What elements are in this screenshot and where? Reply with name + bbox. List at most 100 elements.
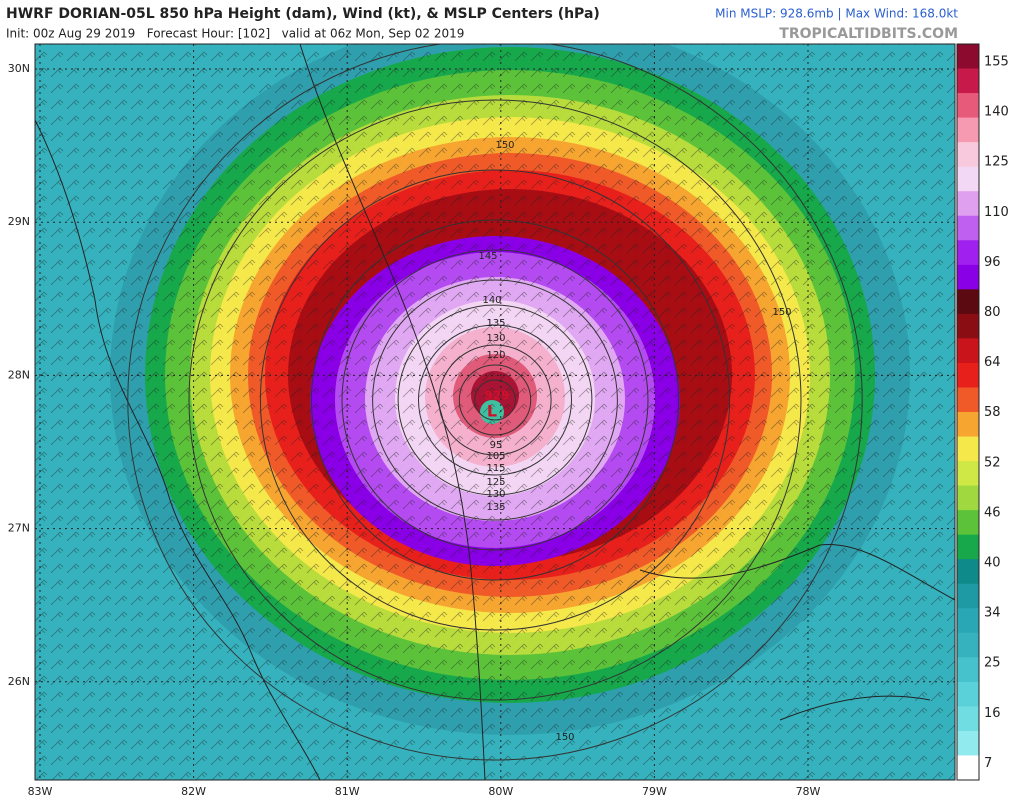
colorbar-swatch bbox=[957, 608, 979, 634]
colorbar-swatch bbox=[957, 362, 979, 388]
source: TROPICALTIDBITS.COM bbox=[779, 26, 958, 42]
contour-line bbox=[372, 279, 618, 521]
colorbar-swatch bbox=[957, 191, 979, 217]
colorbar-swatch bbox=[957, 559, 979, 585]
longitude-label: 78W bbox=[796, 785, 821, 798]
colorbar-label: 125 bbox=[984, 155, 1009, 170]
colorbar-label: 140 bbox=[984, 105, 1009, 120]
contour-label: 140 bbox=[482, 295, 501, 306]
contour-label: 120 bbox=[486, 350, 505, 361]
contour-line bbox=[341, 249, 649, 551]
map-frame bbox=[34, 43, 956, 781]
colorbar-swatch bbox=[957, 534, 979, 560]
contour-line bbox=[438, 344, 552, 456]
colorbar-swatch bbox=[957, 387, 979, 413]
height-contours bbox=[127, 44, 863, 761]
longitude-label: 81W bbox=[335, 785, 360, 798]
colorbar-swatch bbox=[957, 510, 979, 536]
longitude-label: 82W bbox=[181, 785, 206, 798]
colorbar-label: 40 bbox=[984, 556, 1001, 571]
title: HWRF DORIAN-05L 850 hPa Height (dam), Wi… bbox=[6, 6, 600, 22]
colorbar-label: 80 bbox=[984, 305, 1001, 320]
colorbar-frame bbox=[956, 43, 980, 781]
colorbar-swatch bbox=[957, 436, 979, 462]
colorbar-label: 7 bbox=[984, 756, 992, 771]
subtitle: Init: 00z Aug 29 2019 Forecast Hour: [10… bbox=[6, 27, 464, 41]
latitude-label: 27N bbox=[8, 522, 30, 535]
colorbar-swatch bbox=[957, 44, 979, 70]
longitude-label: 79W bbox=[642, 785, 667, 798]
latitude-label: 28N bbox=[8, 368, 30, 381]
colorbar-swatch bbox=[957, 730, 979, 756]
latitude-label: 30N bbox=[8, 62, 30, 75]
labels: 30N 29N 28N 27N 26N 83W 82W 81W 80W 79W 78W 150 150 1… bbox=[8, 55, 1009, 799]
colorbar bbox=[956, 43, 980, 781]
colorbar-swatch bbox=[957, 755, 979, 781]
colorbar-label: 25 bbox=[984, 656, 1001, 671]
map-area bbox=[35, 44, 955, 780]
colorbar-label: 155 bbox=[984, 55, 1009, 70]
contour-label: 130 bbox=[486, 489, 505, 500]
colorbar-label: 64 bbox=[984, 355, 1001, 370]
coastline bbox=[35, 119, 321, 780]
colorbar-swatch bbox=[957, 142, 979, 168]
contour-label: 130 bbox=[486, 333, 505, 344]
colorbar-label: 58 bbox=[984, 405, 1001, 420]
contour-line bbox=[188, 99, 802, 701]
contour-line bbox=[259, 169, 731, 631]
contour-line bbox=[127, 44, 863, 761]
wind-barbs bbox=[35, 44, 955, 780]
island-outline bbox=[779, 695, 931, 721]
coastline bbox=[299, 44, 486, 780]
colorbar-swatch bbox=[957, 289, 979, 315]
contour-label: 105 bbox=[486, 451, 505, 462]
colorbar-label: 110 bbox=[984, 205, 1009, 220]
center-pressure: 929 bbox=[484, 389, 509, 403]
colorbar-label: 46 bbox=[984, 505, 1001, 520]
contour-label: 150 bbox=[772, 307, 791, 318]
contour-label: 95 bbox=[490, 440, 503, 451]
colorbar-label: 34 bbox=[984, 606, 1001, 621]
colorbar-swatch bbox=[957, 117, 979, 143]
colorbar-swatch bbox=[957, 215, 979, 241]
colorbar-swatch bbox=[957, 485, 979, 511]
island-outline bbox=[639, 543, 955, 601]
colorbar-swatch bbox=[957, 412, 979, 438]
longitude-label: 80W bbox=[488, 785, 513, 798]
colorbar-swatch bbox=[957, 166, 979, 192]
colorbar-swatch bbox=[957, 240, 979, 266]
colorbar-label: 96 bbox=[984, 255, 1001, 270]
colorbar-swatch bbox=[957, 68, 979, 94]
colorbar-label: 16 bbox=[984, 706, 1001, 721]
contour-label: 150 bbox=[555, 732, 574, 743]
colorbar-swatch bbox=[957, 93, 979, 119]
contour-label: 150 bbox=[495, 140, 514, 151]
colorbar-swatch bbox=[957, 313, 979, 339]
contour-line bbox=[310, 219, 680, 581]
contour-label: 145 bbox=[478, 251, 497, 262]
latitude-label: 29N bbox=[8, 215, 30, 228]
contour-line bbox=[418, 324, 572, 476]
contour-label: 115 bbox=[486, 463, 505, 474]
contour-label: 135 bbox=[486, 502, 505, 513]
stats: Min MSLP: 928.6mb | Max Wind: 168.0kt bbox=[715, 7, 958, 21]
colorbar-swatch bbox=[957, 583, 979, 609]
colorbar-swatch bbox=[957, 681, 979, 707]
colorbar-swatch bbox=[957, 657, 979, 683]
colorbar-swatch bbox=[957, 632, 979, 658]
graticule bbox=[35, 44, 955, 780]
colorbar-swatch bbox=[957, 461, 979, 487]
contour-line bbox=[397, 304, 593, 496]
colorbar-swatch bbox=[957, 264, 979, 290]
contour-label: 135 bbox=[486, 318, 505, 329]
latitude-label: 26N bbox=[8, 675, 30, 688]
colorbar-swatch bbox=[957, 706, 979, 732]
colorbar-label: 52 bbox=[984, 455, 1001, 470]
contour-line bbox=[474, 379, 516, 421]
low-symbol: L bbox=[487, 402, 497, 421]
colorbar-swatch bbox=[957, 338, 979, 364]
contour-line bbox=[458, 364, 532, 436]
longitude-label: 83W bbox=[28, 785, 53, 798]
contour-label: 125 bbox=[486, 477, 505, 488]
